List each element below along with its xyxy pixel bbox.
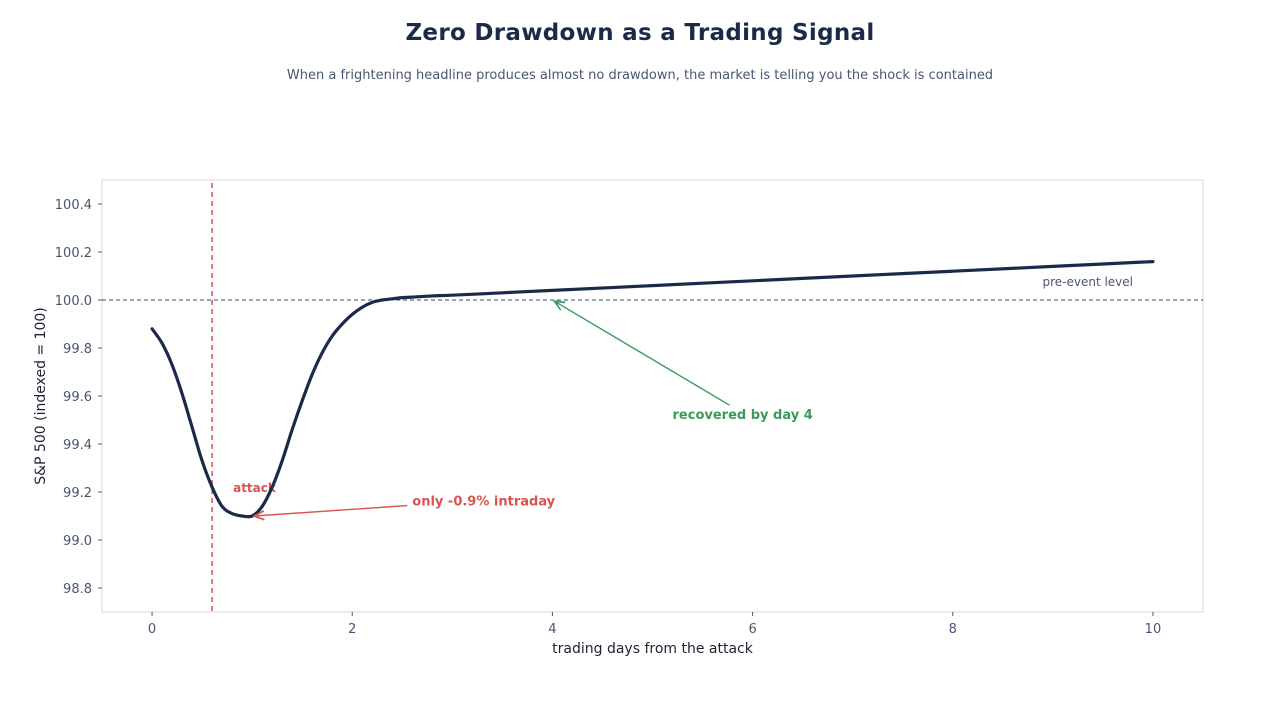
y-tick-label: 98.8	[63, 582, 92, 597]
drawdown-annotation: only -0.9% intraday	[412, 495, 555, 510]
x-tick-label: 10	[1145, 622, 1162, 637]
y-tick-label: 100.4	[55, 198, 92, 213]
x-tick-label: 6	[748, 622, 756, 637]
y-tick-label: 99.6	[63, 390, 92, 405]
y-tick-label: 100.0	[55, 294, 92, 309]
pre-event-level-label: pre-event level	[1042, 275, 1133, 289]
y-tick-label: 99.0	[63, 534, 92, 549]
drawdown-arrow	[254, 504, 408, 516]
annotations: only -0.9% intraday recovered by day 4	[254, 301, 813, 516]
y-tick-label: 99.2	[63, 486, 92, 501]
recovery-arrow	[554, 301, 730, 406]
y-axis-ticks: 98.8 99.0 99.2 99.4 99.6 99.8 100.0 100.2 100.4	[55, 198, 102, 597]
sp500-series-line	[150, 260, 1155, 519]
y-tick-label: 99.8	[63, 342, 92, 357]
y-tick-label: 99.4	[63, 438, 92, 453]
x-tick-label: 0	[148, 622, 156, 637]
plot-frame	[101, 179, 1204, 613]
y-tick-label: 100.2	[55, 246, 92, 261]
x-axis-ticks: 0 2 4 6 8 10	[148, 612, 1161, 637]
x-tick-label: 4	[548, 622, 556, 637]
y-axis-label: S&P 500 (indexed = 100)	[33, 307, 49, 485]
attack-label: attack	[233, 481, 277, 495]
chart-title: Zero Drawdown as a Trading Signal	[405, 20, 875, 46]
x-tick-label: 2	[348, 622, 356, 637]
chart-subtitle: When a frightening headline produces alm…	[286, 68, 994, 83]
x-tick-label: 8	[949, 622, 957, 637]
reference-lines: attack pre-event level	[102, 183, 1203, 612]
recovery-annotation: recovered by day 4	[673, 408, 813, 423]
x-axis-label: trading days from the attack	[552, 641, 754, 657]
series-layer	[150, 260, 1155, 519]
